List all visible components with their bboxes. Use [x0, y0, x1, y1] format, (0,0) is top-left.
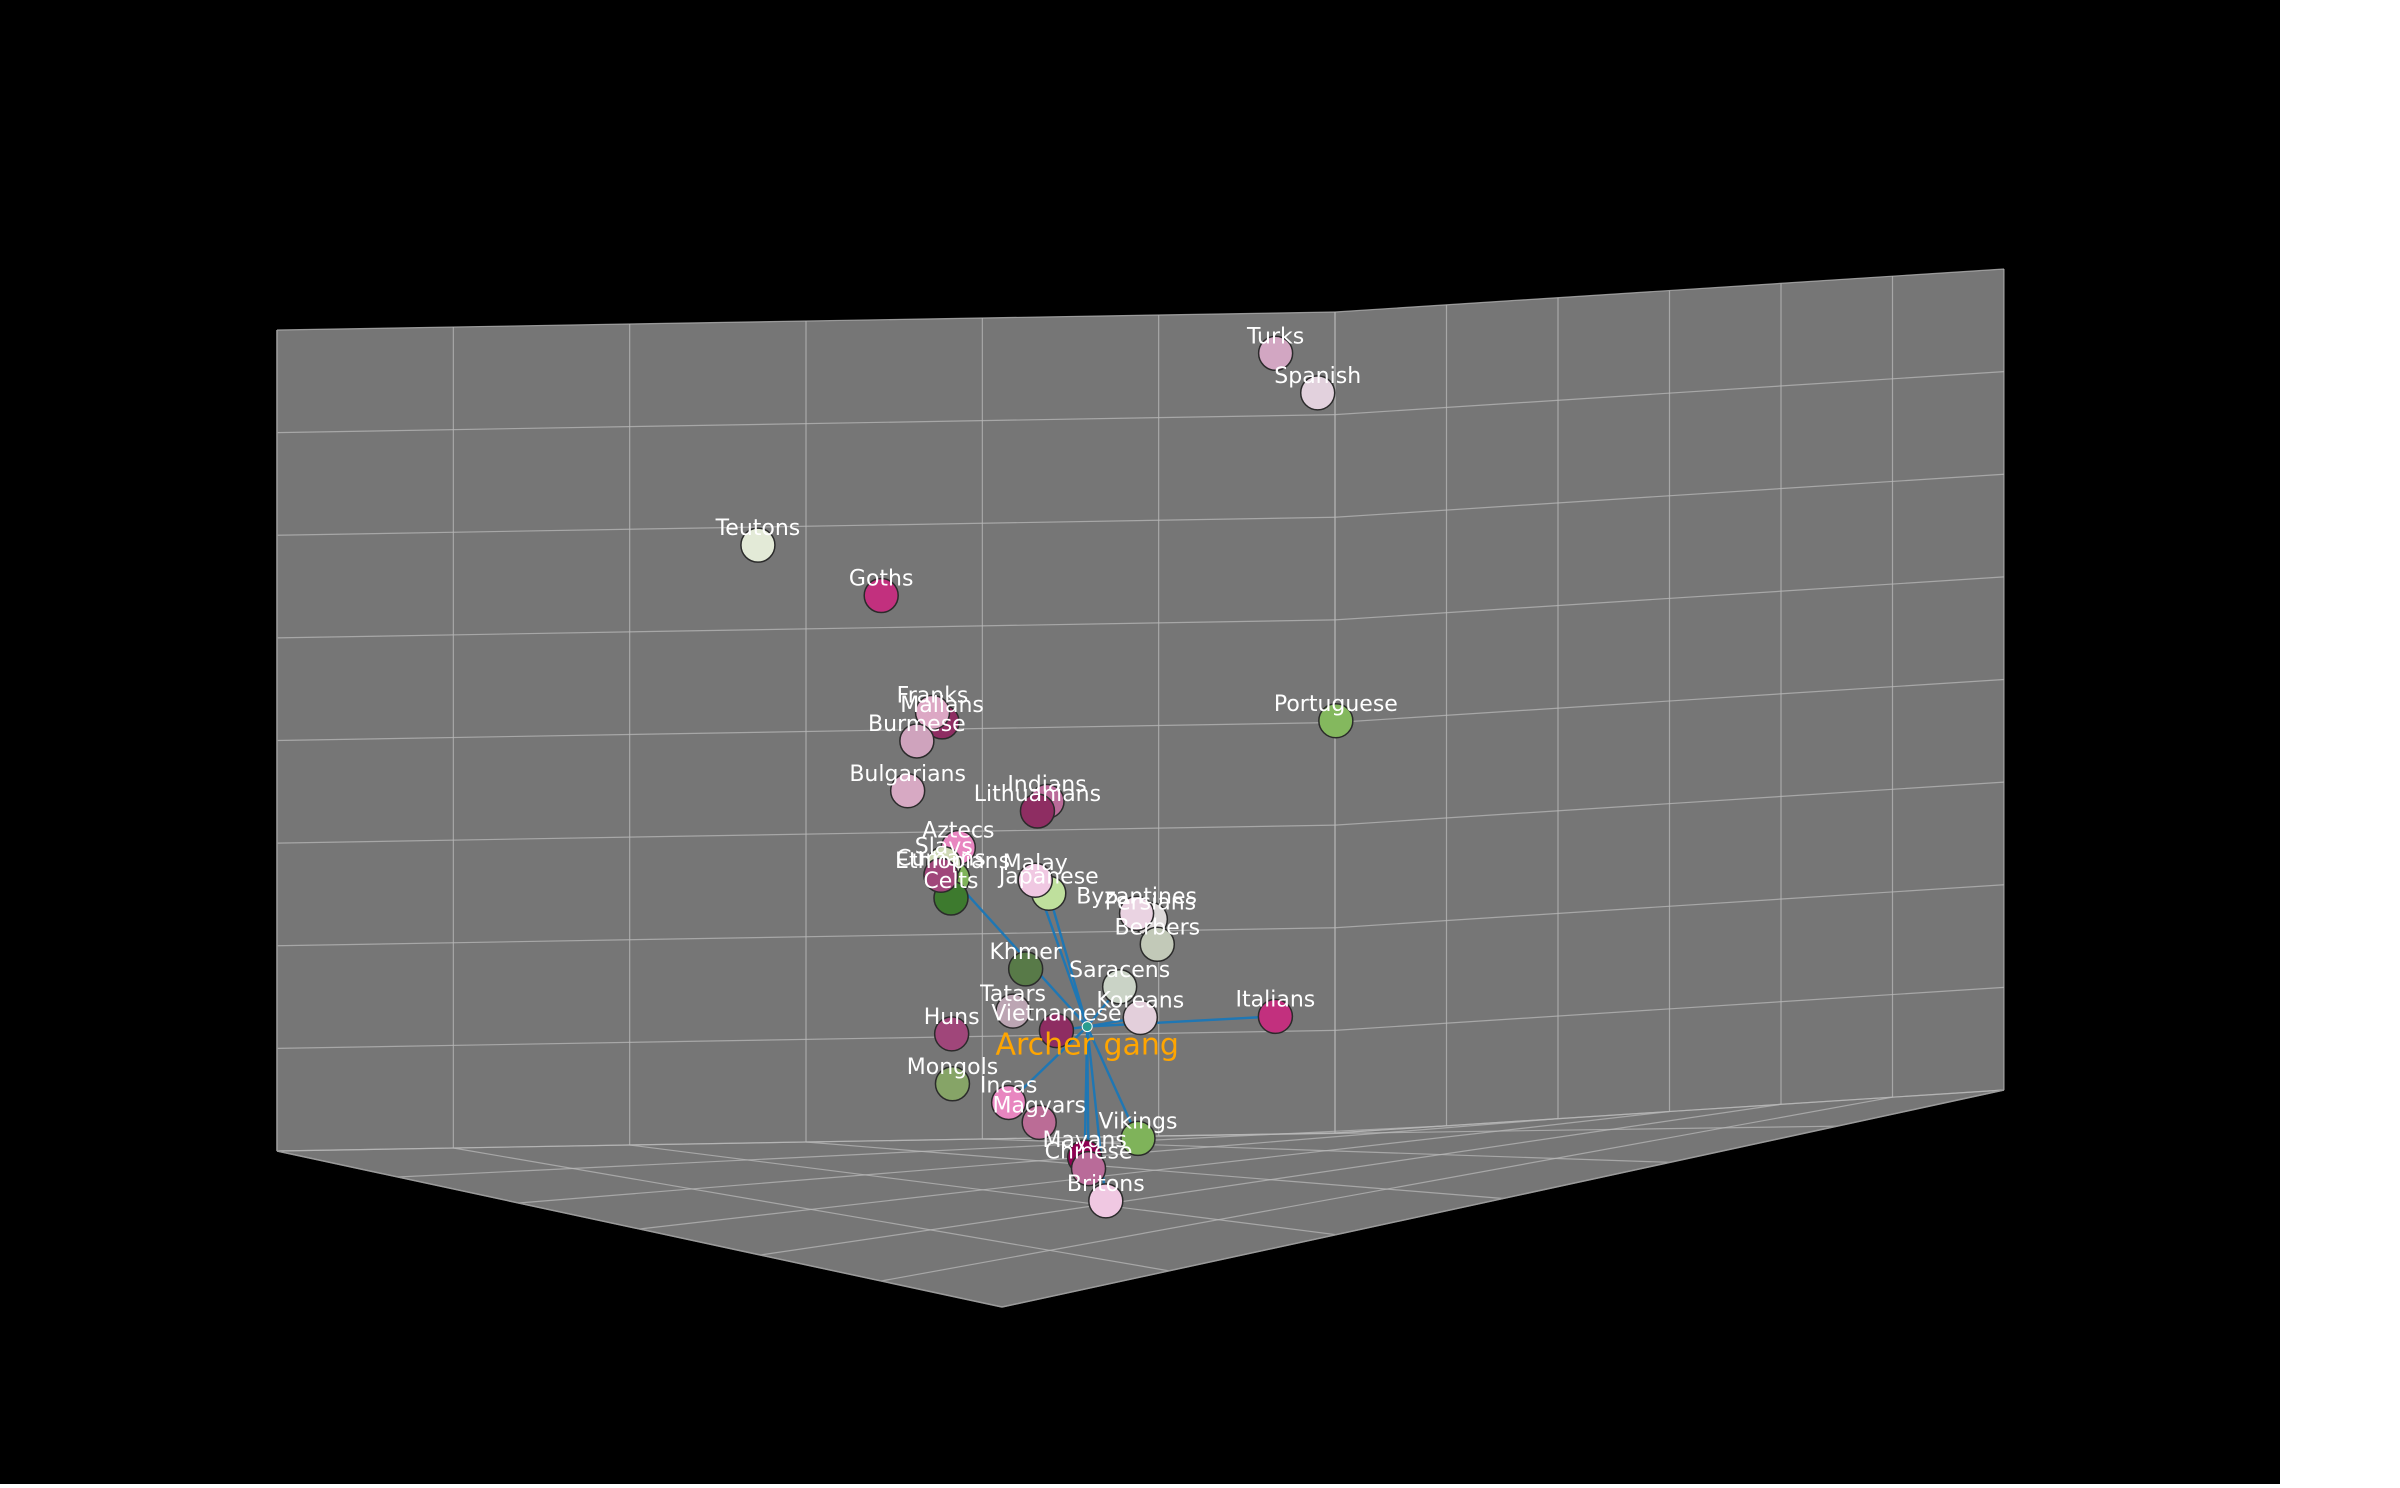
point-label: Bulgarians — [849, 762, 966, 787]
point-label: Saracens — [1069, 958, 1170, 983]
point-label: Aztecs — [922, 819, 994, 844]
point-label: Chinese — [1045, 1140, 1133, 1165]
data-point — [1070, 1150, 1107, 1187]
point-label: Magyars — [992, 1093, 1085, 1118]
data-point — [1122, 999, 1159, 1036]
data-point — [899, 723, 935, 759]
wall-gridline — [1334, 884, 2005, 929]
wall-gridline — [276, 311, 1336, 331]
point-label: Spanish — [1274, 364, 1361, 389]
data-point — [990, 1084, 1027, 1121]
data-point — [889, 773, 926, 809]
point-label: Byzantines — [1076, 884, 1197, 909]
data-point — [1257, 335, 1294, 372]
point-label: Teutons — [715, 516, 801, 541]
data-point — [1299, 375, 1336, 411]
data-point — [933, 1016, 970, 1052]
point-label: Tatars — [979, 982, 1046, 1007]
point-label: Huns — [924, 1005, 980, 1030]
data-point — [1139, 926, 1176, 963]
point-label: Berbers — [1114, 915, 1200, 940]
point-label: Italians — [1236, 987, 1316, 1012]
point-label: Slavs — [915, 835, 973, 860]
y-axis-line — [1001, 1089, 2005, 1308]
highlight-point — [1081, 1021, 1093, 1033]
wall-gridline — [276, 414, 1336, 434]
3d-scatter-plot: Teutons Goths Turks Spanish FranksMaliansBur… — [276, 268, 2005, 1308]
point-label: Lithuanians — [974, 782, 1101, 807]
point-label: Koreans — [1096, 988, 1184, 1013]
wall-gridline — [1334, 268, 2005, 313]
point-label: Turks — [1246, 324, 1304, 349]
data-point — [1120, 1120, 1156, 1157]
wall-gridline — [276, 516, 1336, 536]
x-axis-line — [276, 1150, 1003, 1308]
figure-background: Teutons Goths Turks Spanish Franks Malians Bur… — [0, 0, 2280, 1484]
point-label: Khmer — [989, 940, 1062, 965]
wall-gridline — [1334, 986, 2005, 1031]
wall-gridline — [1334, 371, 2005, 416]
data-point — [1038, 1012, 1075, 1049]
data-point — [1019, 793, 1056, 829]
data-point — [934, 1066, 971, 1102]
wall-gridline — [1334, 576, 2005, 621]
data-point — [923, 857, 959, 894]
wall-gridline — [1334, 678, 2005, 724]
point-label: Persians — [1105, 890, 1197, 915]
axis-grid — [276, 268, 2005, 1308]
wall-gridline — [1334, 1089, 2005, 1134]
data-point — [1007, 951, 1044, 987]
data-point — [1318, 703, 1354, 739]
wall-gridline — [276, 619, 1336, 639]
data-point — [1118, 895, 1155, 932]
highlight-label: Archer gang — [995, 1028, 1179, 1063]
figure-margin — [2280, 0, 2400, 1484]
point-label: Franks — [897, 683, 969, 708]
point-label: Incas — [980, 1073, 1037, 1098]
point-label: Indians — [1007, 772, 1086, 797]
point-label: Mayans — [1042, 1128, 1126, 1153]
wall-gridline — [276, 824, 1336, 844]
point-label: Goths — [849, 567, 914, 592]
link-line — [1087, 1015, 1276, 1028]
data-point — [1257, 998, 1294, 1035]
point-labels: Teutons Goths Turks Spanish FranksMaliansBur… — [715, 324, 1398, 1197]
data-point — [1021, 1104, 1057, 1141]
point-label: Portuguese — [1274, 692, 1398, 717]
data-point — [1101, 969, 1138, 1005]
wall-gridline — [276, 1132, 1336, 1152]
point-label: Malay — [1003, 851, 1068, 876]
point-label: Malians — [900, 693, 984, 718]
floor-gridline — [453, 1147, 1170, 1272]
data-point — [995, 993, 1031, 1029]
wall-gridline — [1334, 473, 2005, 518]
wall-gridline — [276, 721, 1336, 742]
data-point — [914, 694, 951, 731]
point-label: Ethiopians — [895, 849, 1010, 874]
data-point — [1017, 862, 1054, 898]
link-line — [1086, 1026, 1140, 1139]
point-label: Cumans — [896, 846, 986, 871]
point-label: Vietnamese — [991, 1002, 1121, 1027]
point-label: Vikings — [1099, 1109, 1178, 1134]
point-label: Mongols — [907, 1055, 998, 1080]
point-label: Japanese — [997, 864, 1099, 889]
data-points — [740, 335, 1354, 1219]
data-point — [740, 527, 776, 563]
data-point — [863, 577, 899, 614]
point-label: Burmese — [868, 712, 966, 737]
point-label: Celts — [923, 869, 978, 894]
link-line — [1007, 1025, 1089, 1104]
wall-gridline — [1334, 781, 2005, 826]
point-label: Britons — [1067, 1172, 1145, 1197]
link-line — [1047, 892, 1089, 1027]
wall-gridline — [276, 1029, 1336, 1049]
data-point — [1088, 1183, 1124, 1219]
